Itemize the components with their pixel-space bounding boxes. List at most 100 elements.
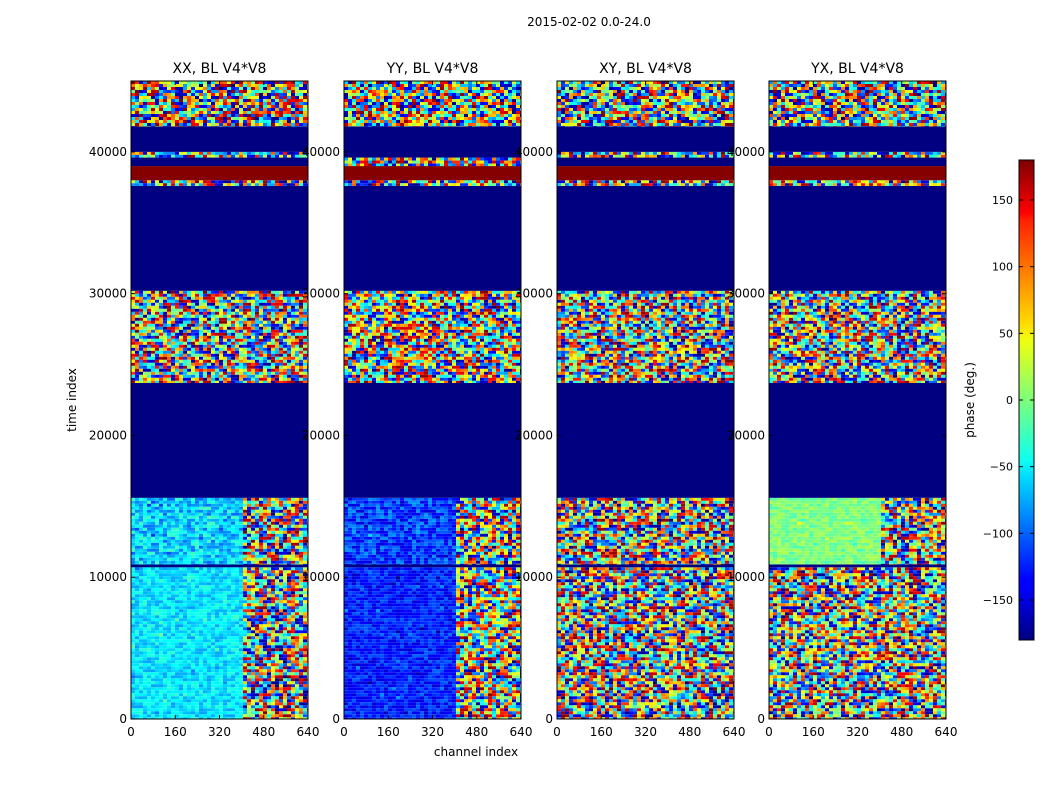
- panel-title: YX, BL V4*V8: [810, 61, 904, 77]
- y-tick-label: 10000: [89, 570, 127, 584]
- y-tick-label: 40000: [302, 145, 340, 159]
- heatmap-band: [557, 81, 734, 127]
- x-tick-label: 480: [465, 725, 488, 739]
- heatmap-image: [557, 81, 734, 719]
- heatmap-band: [344, 564, 521, 568]
- x-tick-label: 160: [590, 725, 613, 739]
- heatmap-band: [769, 564, 946, 568]
- x-tick-label: 0: [765, 725, 773, 739]
- colorbar-tick-label: −100: [983, 527, 1013, 540]
- figure-title: 2015-02-02 0.0-24.0: [527, 15, 651, 29]
- colorbar-tick-label: −150: [983, 594, 1013, 607]
- x-tick-label: 480: [678, 725, 701, 739]
- panel: XX, BL V4*V8 0 160 320 480 640 0 10000 20000 3000…: [89, 61, 320, 739]
- heatmap-band: [557, 290, 734, 383]
- heatmap-band: [131, 564, 308, 568]
- heatmap-band: [131, 166, 308, 181]
- heatmap-image: [769, 81, 946, 719]
- x-tick-label: 160: [377, 725, 400, 739]
- colorbar-ticks: 150 100 50 0 −50 −100 −150: [983, 194, 1034, 607]
- y-tick-label: 20000: [727, 428, 765, 442]
- y-tick-label: 20000: [515, 428, 553, 442]
- x-tick-label: 160: [802, 725, 825, 739]
- heatmap-band: [131, 290, 308, 383]
- heatmap-band: [344, 567, 521, 719]
- panel-title: XY, BL V4*V8: [599, 61, 692, 77]
- heatmap-band: [344, 157, 521, 167]
- heatmap-band: [769, 567, 946, 719]
- heatmap-band: [557, 185, 734, 291]
- heatmap-band: [557, 126, 734, 152]
- heatmap-band: [557, 382, 734, 498]
- panel: YX, BL V4*V8 0 160 320 480 640 0 10000 20000 3000…: [727, 61, 958, 739]
- x-axis-label: channel index: [434, 745, 518, 759]
- heatmap-band: [131, 126, 308, 152]
- y-tick-label: 40000: [515, 145, 553, 159]
- heatmap-band: [344, 185, 521, 291]
- y-tick-label: 30000: [515, 287, 553, 301]
- y-tick-label: 0: [545, 712, 553, 726]
- y-tick-label: 30000: [89, 287, 127, 301]
- x-tick-label: 320: [208, 725, 231, 739]
- y-tick-label: 20000: [89, 428, 127, 442]
- heatmap-band: [131, 157, 308, 167]
- panel-title: YY, BL V4*V8: [386, 61, 479, 77]
- heatmap-band: [344, 166, 521, 181]
- x-tick-label: 480: [252, 725, 275, 739]
- heatmap-band: [131, 180, 308, 186]
- y-tick-label: 40000: [727, 145, 765, 159]
- heatmap-band: [557, 567, 734, 719]
- heatmap-band: [769, 81, 946, 127]
- colorbar-tick-label: −50: [990, 461, 1013, 474]
- heatmap-band: [769, 180, 946, 186]
- heatmap-band: [131, 382, 308, 498]
- heatmap-image: [131, 81, 308, 719]
- x-tick-label: 640: [723, 725, 746, 739]
- heatmap-band: [557, 151, 734, 158]
- y-axis-label: time index: [65, 368, 79, 432]
- heatmap-band: [557, 157, 734, 167]
- x-tick-label: 160: [164, 725, 187, 739]
- y-tick-label: 0: [119, 712, 127, 726]
- heatmap-band: [557, 166, 734, 181]
- x-tick-label: 640: [297, 725, 320, 739]
- heatmap-image: [344, 81, 521, 719]
- heatmap-band: [769, 166, 946, 181]
- heatmap-band: [769, 290, 946, 383]
- panel-title: XX, BL V4*V8: [173, 61, 267, 77]
- heatmap-band: [344, 382, 521, 498]
- x-tick-label: 0: [127, 725, 135, 739]
- heatmap-band: [131, 185, 308, 291]
- heatmap-band: [769, 382, 946, 498]
- heatmap-band: [769, 151, 946, 158]
- x-tick-label: 320: [421, 725, 444, 739]
- y-tick-label: 10000: [515, 570, 553, 584]
- heatmap-band: [131, 81, 308, 127]
- y-tick-label: 10000: [727, 570, 765, 584]
- x-tick-label: 640: [935, 725, 958, 739]
- heatmap-band: [557, 564, 734, 568]
- x-tick-label: 320: [634, 725, 657, 739]
- heatmap-band: [344, 497, 521, 565]
- heatmap-panels: XX, BL V4*V8 0 160 320 480 640 0 10000 20000 3000…: [89, 61, 958, 739]
- heatmap-band: [131, 567, 308, 719]
- y-tick-label: 20000: [302, 428, 340, 442]
- heatmap-band: [131, 497, 308, 565]
- colorbar-label: phase (deg.): [963, 362, 977, 438]
- heatmap-band: [557, 497, 734, 565]
- colorbar-tick-label: 100: [992, 261, 1013, 274]
- y-tick-label: 10000: [302, 570, 340, 584]
- x-tick-label: 0: [340, 725, 348, 739]
- heatmap-band: [769, 497, 946, 565]
- colorbar-tick-label: 50: [999, 327, 1013, 340]
- x-tick-label: 0: [553, 725, 561, 739]
- colorbar-tick-label: 0: [1006, 394, 1013, 407]
- heatmap-band: [344, 126, 521, 158]
- heatmap-band: [344, 290, 521, 383]
- y-tick-label: 40000: [89, 145, 127, 159]
- heatmap-band: [769, 157, 946, 167]
- heatmap-band: [344, 81, 521, 127]
- x-tick-label: 640: [510, 725, 533, 739]
- heatmap-band: [131, 151, 308, 158]
